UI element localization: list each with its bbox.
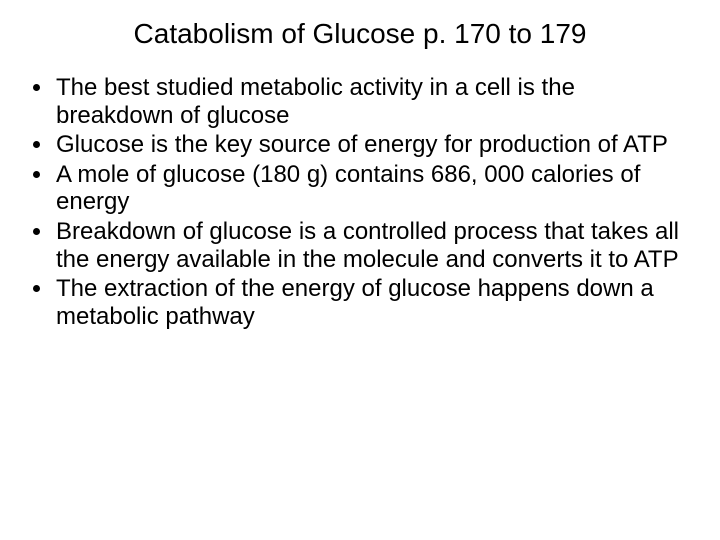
list-item: The extraction of the energy of glucose … [54,275,694,330]
list-item: Glucose is the key source of energy for … [54,131,694,159]
list-item: Breakdown of glucose is a controlled pro… [54,218,694,273]
bullet-list: The best studied metabolic activity in a… [20,74,700,330]
slide: Catabolism of Glucose p. 170 to 179 The … [0,0,720,540]
list-item: A mole of glucose (180 g) contains 686, … [54,161,694,216]
list-item: The best studied metabolic activity in a… [54,74,694,129]
slide-title: Catabolism of Glucose p. 170 to 179 [20,18,700,50]
